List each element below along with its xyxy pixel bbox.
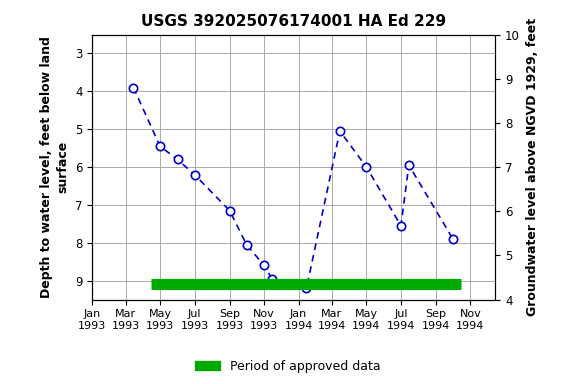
- Legend: Period of approved data: Period of approved data: [190, 355, 386, 378]
- Y-axis label: Groundwater level above NGVD 1929, feet: Groundwater level above NGVD 1929, feet: [525, 18, 539, 316]
- Title: USGS 392025076174001 HA Ed 229: USGS 392025076174001 HA Ed 229: [141, 14, 446, 29]
- Y-axis label: Depth to water level, feet below land
surface: Depth to water level, feet below land su…: [40, 36, 69, 298]
